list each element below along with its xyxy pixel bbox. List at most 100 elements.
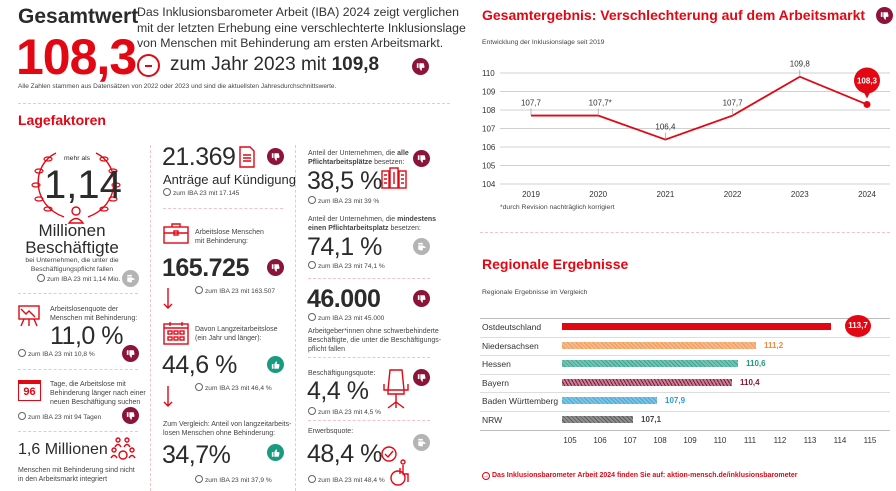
employed-comparison: zum IBA 23 mit 1,14 Mio. [37,274,120,283]
data-footnote: Alle Zahlen stammen aus Datensätzen von … [18,83,337,90]
value-label: 111,2 [764,340,784,350]
neutral-hand-icon [413,238,430,255]
section-title-lagefaktoren: Lagefaktoren [18,112,106,128]
alle-label-bold: alle [397,150,409,157]
arbeitgeber-desc: Arbeitgeber*innen ohne schwerbehinderte [308,328,439,335]
footer-link[interactable]: → Das Inklusionsbarometer Arbeit 2024 fin… [482,472,798,480]
employed-desc: bei Unternehmen, die unter die [25,257,119,264]
data-label: 108,3 [857,76,878,85]
x-tick-label: 115 [863,435,877,445]
row-line [480,392,890,394]
office-chair-icon [380,368,412,415]
days-comparison: zum IBA 23 mit 94 Tagen [18,412,101,421]
not-integrated-value: 1,6 Millionen [18,441,108,458]
arrow-right-circle-icon: → [482,472,490,480]
alle-label-bold: Pflichtarbeitsplätze [308,159,373,166]
employed-unit: Beschäftigte [25,238,119,257]
beschaeftigungsquote-label: Beschäftigungsquote: [308,370,376,377]
divider [18,431,138,432]
category-label: NRW [482,415,503,425]
x-tick-label: 114 [833,435,847,445]
row-line [480,429,890,431]
intro-line: Das Inklusionsbarometer Arbeit (IBA) 202… [137,5,459,19]
y-tick-label: 109 [482,88,496,97]
comparison-value: 109,8 [331,54,380,75]
bar [562,416,633,423]
x-tick-label: 109 [683,435,697,445]
data-label: 107,7* [589,99,612,108]
x-tick-label: 106 [593,435,607,445]
alle-comparison: zum IBA 23 mit 39 % [308,196,379,205]
quote-comparison: zum IBA 23 mit 10,8 % [18,349,95,358]
thumbs-up-icon [267,444,284,461]
quote-label: Menschen mit Behinderung: [50,315,138,322]
footer-link-text[interactable]: Das Inklusionsbarometer Arbeit 2024 find… [492,472,798,479]
not-integrated-desc: in den Arbeitsmarkt integriert [18,476,108,483]
thumbs-down-icon [412,58,429,75]
document-icon [239,146,255,173]
arbeitslose-label: mit Behinderung: [195,238,248,245]
minus-circle-icon [137,54,160,77]
x-tick-label: 2021 [657,190,675,199]
employed-prefix: mehr als [64,155,91,162]
intro-text: Das Inklusionsbarometer Arbeit (IBA) 202… [137,5,466,52]
not-integrated-desc: Menschen mit Behinderung sind nicht [18,467,135,474]
quote-value: 11,0 % [50,322,123,350]
calendar-icon [163,321,189,350]
category-label: Hessen [482,359,511,370]
y-tick-label: 105 [482,162,496,171]
beschaeftigungsquote-comparison: zum IBA 23 mit 4,5 % [308,407,381,416]
days-label: neuen Beschäftigung suchen [50,399,141,406]
x-tick-label: 110 [713,435,727,445]
alle-value: 38,5 % [307,167,382,195]
value-label: 110,4 [740,377,760,387]
x-tick-label: 2024 [858,190,876,199]
comparison-text: zum Jahr 2023 mit [170,54,327,75]
divider [163,208,283,209]
total-value: 108,3 [16,29,137,85]
data-label: 107,7 [521,99,542,108]
thumbs-down-icon [413,290,430,307]
intro-line: von Menschen mit Behinderung am ersten A… [137,36,444,50]
value-label: 107,9 [665,396,686,406]
mindestens-comparison: zum IBA 23 mit 74,1 % [308,261,385,270]
arbeitgeber-comparison: zum IBA 23 mit 45.000 [308,313,384,322]
thumbs-down-icon [876,7,893,24]
line-chart-title: Gesamtergebnis: Verschlechterung auf dem… [482,7,866,23]
declining-chart-icon [18,305,40,332]
employed-value: 1,14 [44,163,122,207]
divider [18,103,450,104]
x-tick-label: 2022 [724,190,742,199]
mindestens-label-bold: einen Pflichtarbeitsplatz [308,225,389,232]
divider [308,420,430,421]
category-label: Bayern [482,377,509,388]
days-label: Behinderung länger nach einer [50,390,146,397]
axis-line [480,318,890,319]
mindestens-label-bold: mindestens [397,216,437,223]
alle-label: besetzen: [372,159,405,166]
erwerbsquote-comparison: zum IBA 23 mit 48,4 % [308,475,385,484]
x-tick-label: 113 [803,435,817,445]
y-tick-label: 110 [482,69,495,78]
arbeitslose-label: Arbeitslose Menschen [195,229,264,236]
mindestens-label: Anteil der Unternehmen, die [308,216,398,223]
intro-line: mit der letzten Erhebung eine verschlech… [137,20,466,35]
y-tick-label: 106 [482,143,496,152]
divider [18,293,138,294]
thumbs-down-icon [413,150,430,167]
total-title: Gesamtwert [18,5,139,28]
langzeit-label: Davon Langzeitarbeitslose [195,326,278,333]
divider [295,145,296,491]
bar [562,323,831,330]
thumbs-down-icon [122,407,139,424]
arbeitgeber-value: 46.000 [307,285,381,313]
langzeit-value: 44,6 % [162,351,237,379]
thumbs-up-icon [267,356,284,373]
data-line [531,75,868,141]
x-tick-label: 105 [563,435,577,445]
erwerbsquote-label: Erwerbsquote: [308,428,354,435]
employed-desc: Beschäftigungspflicht fallen [30,266,114,273]
divider [308,278,430,279]
thumbs-down-icon [413,369,430,386]
category-label: Baden Württemberg [482,396,559,407]
